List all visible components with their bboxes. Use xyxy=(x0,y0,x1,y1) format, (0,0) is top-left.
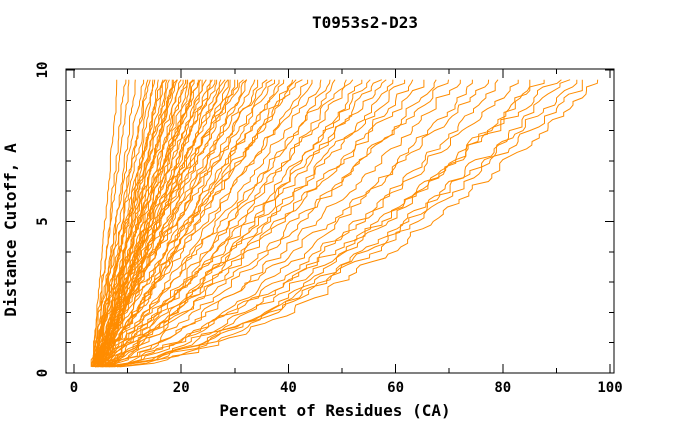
model-accuracy-curve xyxy=(99,79,189,367)
model-accuracy-curve xyxy=(100,79,490,368)
model-accuracy-curve xyxy=(93,79,248,368)
model-accuracy-curve xyxy=(105,79,519,368)
model-accuracy-curve xyxy=(91,79,151,367)
model-accuracy-curve xyxy=(95,79,195,368)
x-axis-label: Percent of Residues (CA) xyxy=(219,401,450,420)
model-accuracy-curve xyxy=(92,79,170,368)
y-tick-label: 5 xyxy=(35,217,51,225)
model-accuracy-curve xyxy=(97,79,322,368)
model-accuracy-curve xyxy=(99,79,201,368)
model-accuracy-curve xyxy=(103,79,461,368)
y-tick-label: 10 xyxy=(35,62,51,79)
model-accuracy-curve xyxy=(97,79,354,368)
model-accuracy-curve xyxy=(94,79,174,367)
y-tick-label: 0 xyxy=(35,369,51,377)
x-tick-label: 100 xyxy=(597,380,622,396)
x-tick-label: 80 xyxy=(494,380,511,396)
x-tick-label: 20 xyxy=(173,380,190,396)
model-accuracy-curve xyxy=(104,79,437,368)
model-accuracy-curve xyxy=(114,79,545,368)
model-accuracy-curve xyxy=(101,79,562,368)
model-accuracy-curve xyxy=(97,79,449,368)
x-tick-label: 60 xyxy=(387,380,404,396)
model-accuracy-curve xyxy=(110,79,578,368)
model-accuracy-curve xyxy=(92,79,184,367)
model-accuracy-curve xyxy=(112,79,583,368)
model-accuracy-curve xyxy=(98,79,387,367)
model-accuracy-curve xyxy=(106,79,347,368)
model-accuracy-curve xyxy=(119,79,599,368)
y-axis-label: Distance Cutoff, A xyxy=(1,143,20,317)
tick-labels-group: 0 20 40 60 80 100 0 5 10 xyxy=(35,62,623,396)
model-accuracy-curve xyxy=(91,79,178,368)
model-accuracy-curve xyxy=(93,79,268,367)
model-accuracy-curve xyxy=(92,79,145,367)
model-accuracy-curve xyxy=(95,79,313,368)
model-accuracy-curve xyxy=(96,79,406,368)
model-accuracy-curve xyxy=(107,79,382,368)
model-accuracy-curve xyxy=(91,79,118,368)
model-accuracy-curve xyxy=(95,79,371,368)
model-accuracy-curve xyxy=(111,79,499,368)
model-accuracy-curve xyxy=(90,79,130,367)
model-accuracy-curve xyxy=(98,79,256,368)
model-accuracy-curve xyxy=(93,79,207,367)
curves-group xyxy=(90,79,599,368)
model-accuracy-curve xyxy=(94,79,336,368)
model-accuracy-curve xyxy=(97,79,285,367)
model-accuracy-curve xyxy=(97,79,186,367)
model-accuracy-curve xyxy=(102,79,309,368)
chart-title: T0953s2-D23 xyxy=(312,13,418,32)
model-accuracy-curve xyxy=(107,79,531,368)
x-tick-label: 40 xyxy=(280,380,297,396)
model-accuracy-curve xyxy=(101,79,216,368)
model-accuracy-curve xyxy=(92,79,303,368)
model-accuracy-curve xyxy=(99,79,425,368)
axis-ticks-group xyxy=(66,69,614,374)
x-tick-label: 0 xyxy=(70,380,78,396)
model-accuracy-curve xyxy=(99,79,297,368)
